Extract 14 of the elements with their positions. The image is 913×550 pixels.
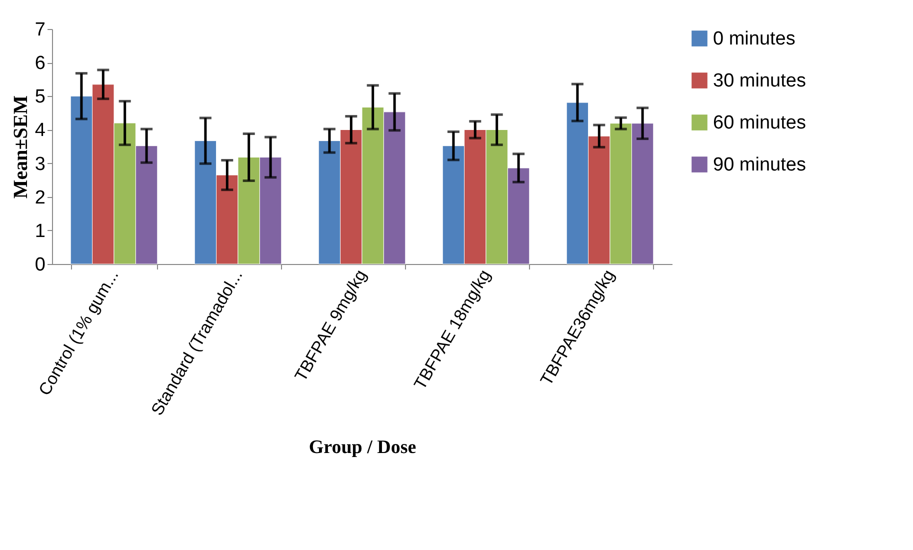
y-tick-label: 7 <box>34 20 46 40</box>
legend-label: 60 minutes <box>713 112 806 134</box>
y-tick-label: 4 <box>34 120 46 142</box>
y-tick-label: 6 <box>34 53 46 74</box>
legend-label: 30 minutes <box>713 70 806 92</box>
y-tick-label: 2 <box>34 187 46 208</box>
legend-label: 0 minutes <box>713 28 796 50</box>
y-tick-label: 1 <box>34 220 46 242</box>
y-axis-title: Mean±SEM <box>10 95 32 199</box>
legend-label: 90 minutes <box>713 154 806 176</box>
x-axis-title: Group / Dose <box>308 437 416 458</box>
y-tick-label: 0 <box>34 254 46 276</box>
y-tick-label: 3 <box>34 154 46 175</box>
y-tick-label: 5 <box>34 86 46 108</box>
